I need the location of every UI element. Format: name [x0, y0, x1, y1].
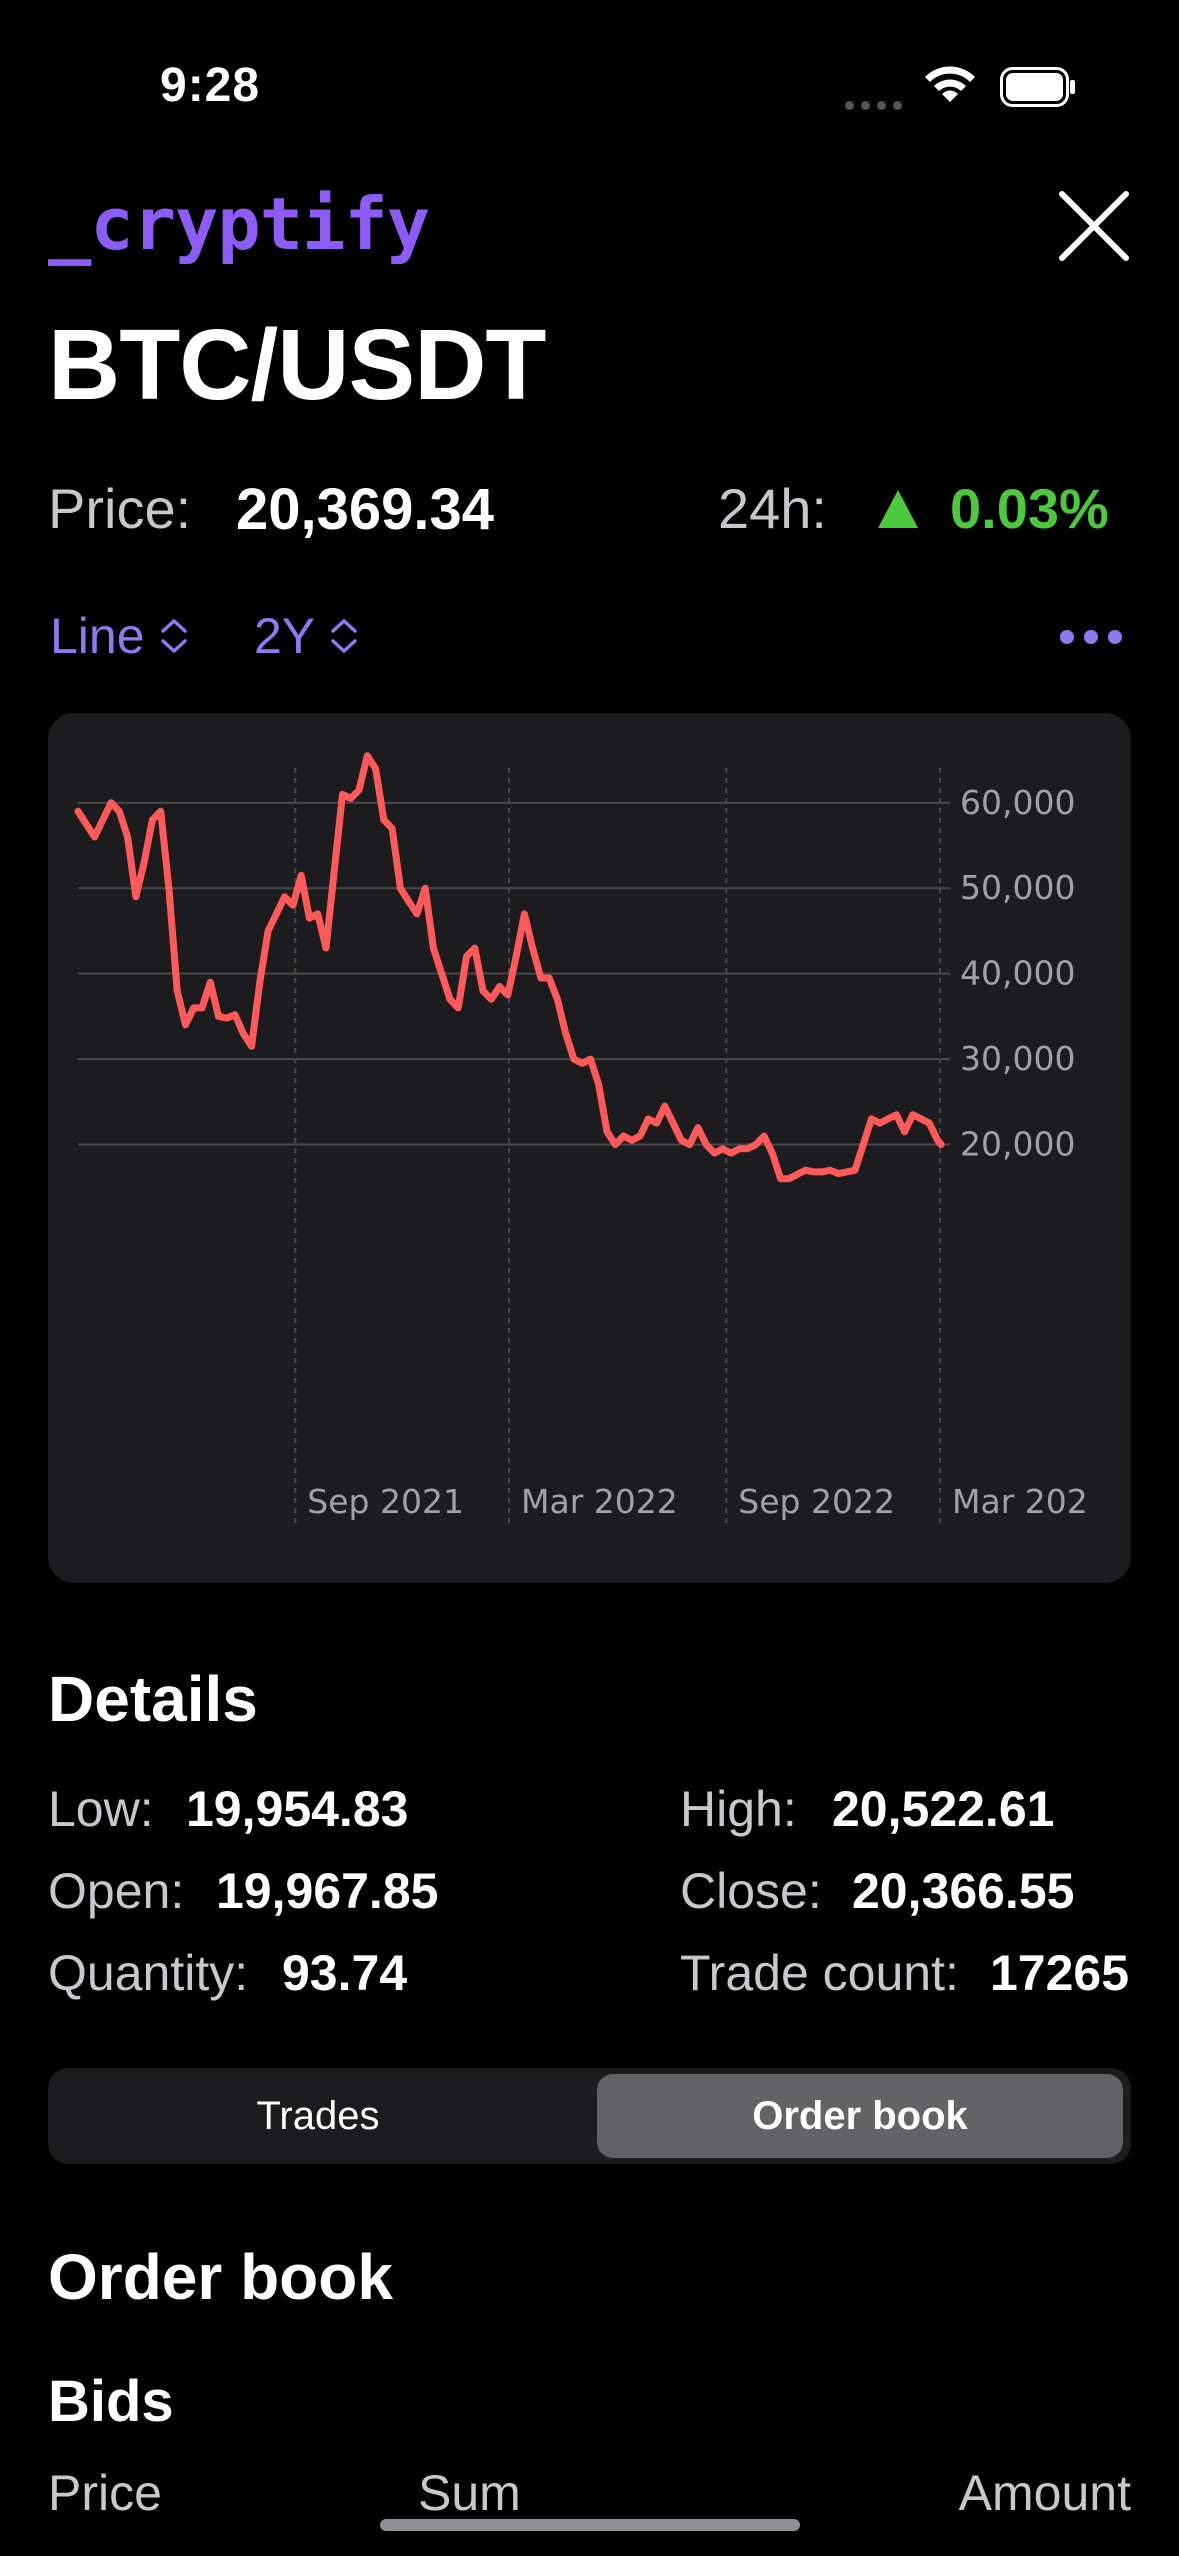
quantity-label: Quantity:: [48, 1945, 249, 2001]
up-triangle-icon: [878, 490, 918, 528]
price-label: Price:: [48, 477, 192, 540]
more-options-icon[interactable]: [1060, 630, 1122, 644]
trade-count-value: 17265: [990, 1945, 1130, 2001]
status-time: 9:28: [160, 59, 261, 112]
y-tick-label: 20,000: [960, 1125, 1075, 1164]
range-selector[interactable]: 2Y: [254, 607, 359, 665]
price-series-line: [74, 752, 945, 1183]
details-title: Details: [48, 1663, 258, 1735]
open-value: 19,967.85: [216, 1863, 439, 1919]
high-label: High:: [680, 1781, 797, 1837]
chart-type-selector[interactable]: Line: [50, 607, 189, 665]
chevron-up-down-icon: [160, 619, 187, 653]
open-label: Open:: [48, 1863, 185, 1919]
y-tick-label: 30,000: [960, 1039, 1075, 1078]
battery-icon: [1000, 67, 1075, 107]
trades-orderbook-segmented-control: Trades Order book: [48, 2068, 1131, 2164]
close-value: 20,366.55: [852, 1863, 1075, 1919]
range-label: 2Y: [254, 608, 316, 664]
x-tick-label: Sep 2021: [307, 1482, 464, 1521]
x-tick-label: Sep 2022: [738, 1482, 895, 1521]
low-label: Low:: [48, 1781, 154, 1837]
y-tick-label: 60,000: [960, 783, 1075, 822]
home-indicator[interactable]: [380, 2519, 800, 2531]
close-icon[interactable]: [1056, 188, 1132, 264]
low-value: 19,954.83: [186, 1781, 409, 1837]
change-value: 0.03%: [950, 477, 1109, 540]
trade-count-label: Trade count:: [680, 1945, 959, 2001]
x-tick-label: Mar 2022: [521, 1482, 678, 1521]
close-label: Close:: [680, 1863, 822, 1919]
chart-type-label: Line: [50, 608, 145, 664]
y-tick-label: 50,000: [960, 868, 1075, 907]
tab-order-book[interactable]: Order book: [597, 2074, 1123, 2158]
price-chart-card: 60,000 50,000 40,000 30,000 20,000 Sep 2021 Ma…: [48, 713, 1131, 1583]
bids-title: Bids: [48, 2369, 174, 2434]
wifi-icon: [925, 66, 975, 102]
y-tick-label: 40,000: [960, 954, 1075, 993]
order-book-title: Order book: [48, 2241, 393, 2313]
price-chart: 60,000 50,000 40,000 30,000 20,000 Sep 2021 Ma…: [74, 752, 1088, 1523]
column-header-sum: Sum: [418, 2465, 521, 2521]
column-header-amount: Amount: [958, 2465, 1131, 2521]
price-value: 20,369.34: [236, 477, 495, 542]
high-value: 20,522.61: [832, 1781, 1055, 1837]
pair-title: BTC/USDT: [48, 309, 547, 421]
cellular-signal-icon: [845, 97, 909, 115]
quantity-value: 93.74: [282, 1945, 408, 2001]
change-label: 24h:: [718, 477, 827, 540]
app-logo: _cryptify: [48, 182, 430, 266]
tab-trades[interactable]: Trades: [256, 2093, 380, 2138]
x-tick-label: Mar 202: [952, 1482, 1088, 1521]
column-header-price: Price: [48, 2465, 162, 2521]
chevron-up-down-icon: [331, 619, 357, 653]
